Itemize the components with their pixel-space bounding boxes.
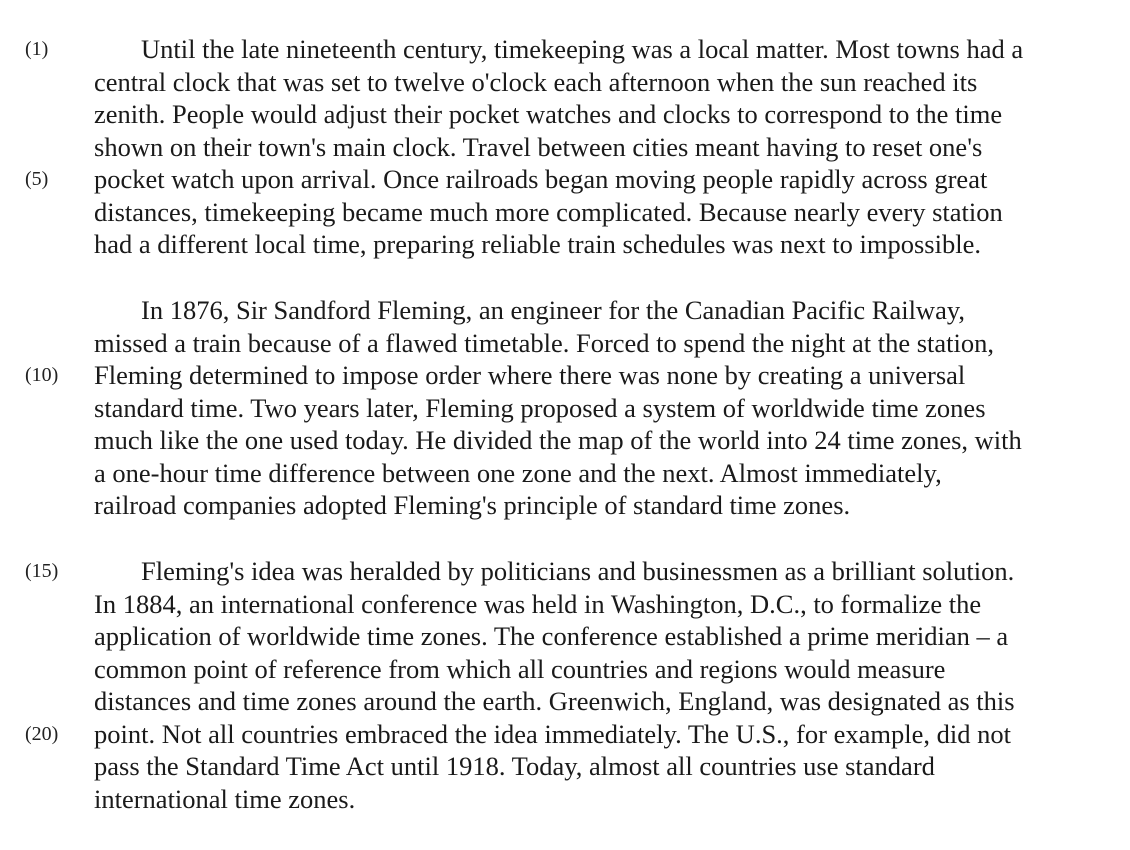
passage-line: Fleming's idea was heralded by politicia…: [141, 556, 1015, 586]
passage-line: In 1876, Sir Sandford Fleming, an engine…: [141, 295, 965, 325]
passage-line: distances and time zones around the eart…: [94, 686, 1015, 716]
passage-line: standard time. Two years later, Fleming …: [94, 392, 986, 423]
passage-line: point. Not all countries embraced the id…: [94, 718, 1011, 749]
passage-line: much like the one used today. He divided…: [94, 425, 1022, 455]
passage-line: shown on their town's main clock. Travel…: [94, 131, 983, 162]
line-number: (20): [25, 722, 59, 745]
line-number: (5): [25, 168, 49, 190]
line-number: (10): [25, 364, 59, 386]
passage-line: a one-hour time difference between one z…: [94, 457, 942, 488]
passage-line: zenith. People would adjust their pocket…: [94, 99, 1003, 129]
passage-line: application of worldwide time zones. The…: [94, 621, 1009, 651]
passage-line: missed a train because of a flawed timet…: [94, 327, 994, 358]
passage-line: distances, timekeeping became much more …: [94, 196, 1003, 227]
passage-line: had a different local time, preparing re…: [94, 229, 981, 259]
passage-line: pocket watch upon arrival. Once railroad…: [94, 164, 988, 194]
passage-line: common point of reference from which all…: [94, 653, 946, 684]
passage-line: In 1884, an international conference was…: [94, 588, 982, 619]
passage-line: international time zones.: [94, 783, 356, 814]
passage-line: pass the Standard Time Act until 1918. T…: [94, 751, 935, 781]
passage-line: railroad companies adopted Fleming's pri…: [94, 490, 851, 520]
passage-line: Fleming determined to impose order where…: [94, 360, 966, 390]
line-number: (15): [25, 560, 59, 582]
passage-line: Until the late nineteenth century, timek…: [141, 34, 1024, 64]
passage-line: central clock that was set to twelve o'c…: [94, 66, 978, 97]
line-number: (1): [25, 38, 49, 60]
